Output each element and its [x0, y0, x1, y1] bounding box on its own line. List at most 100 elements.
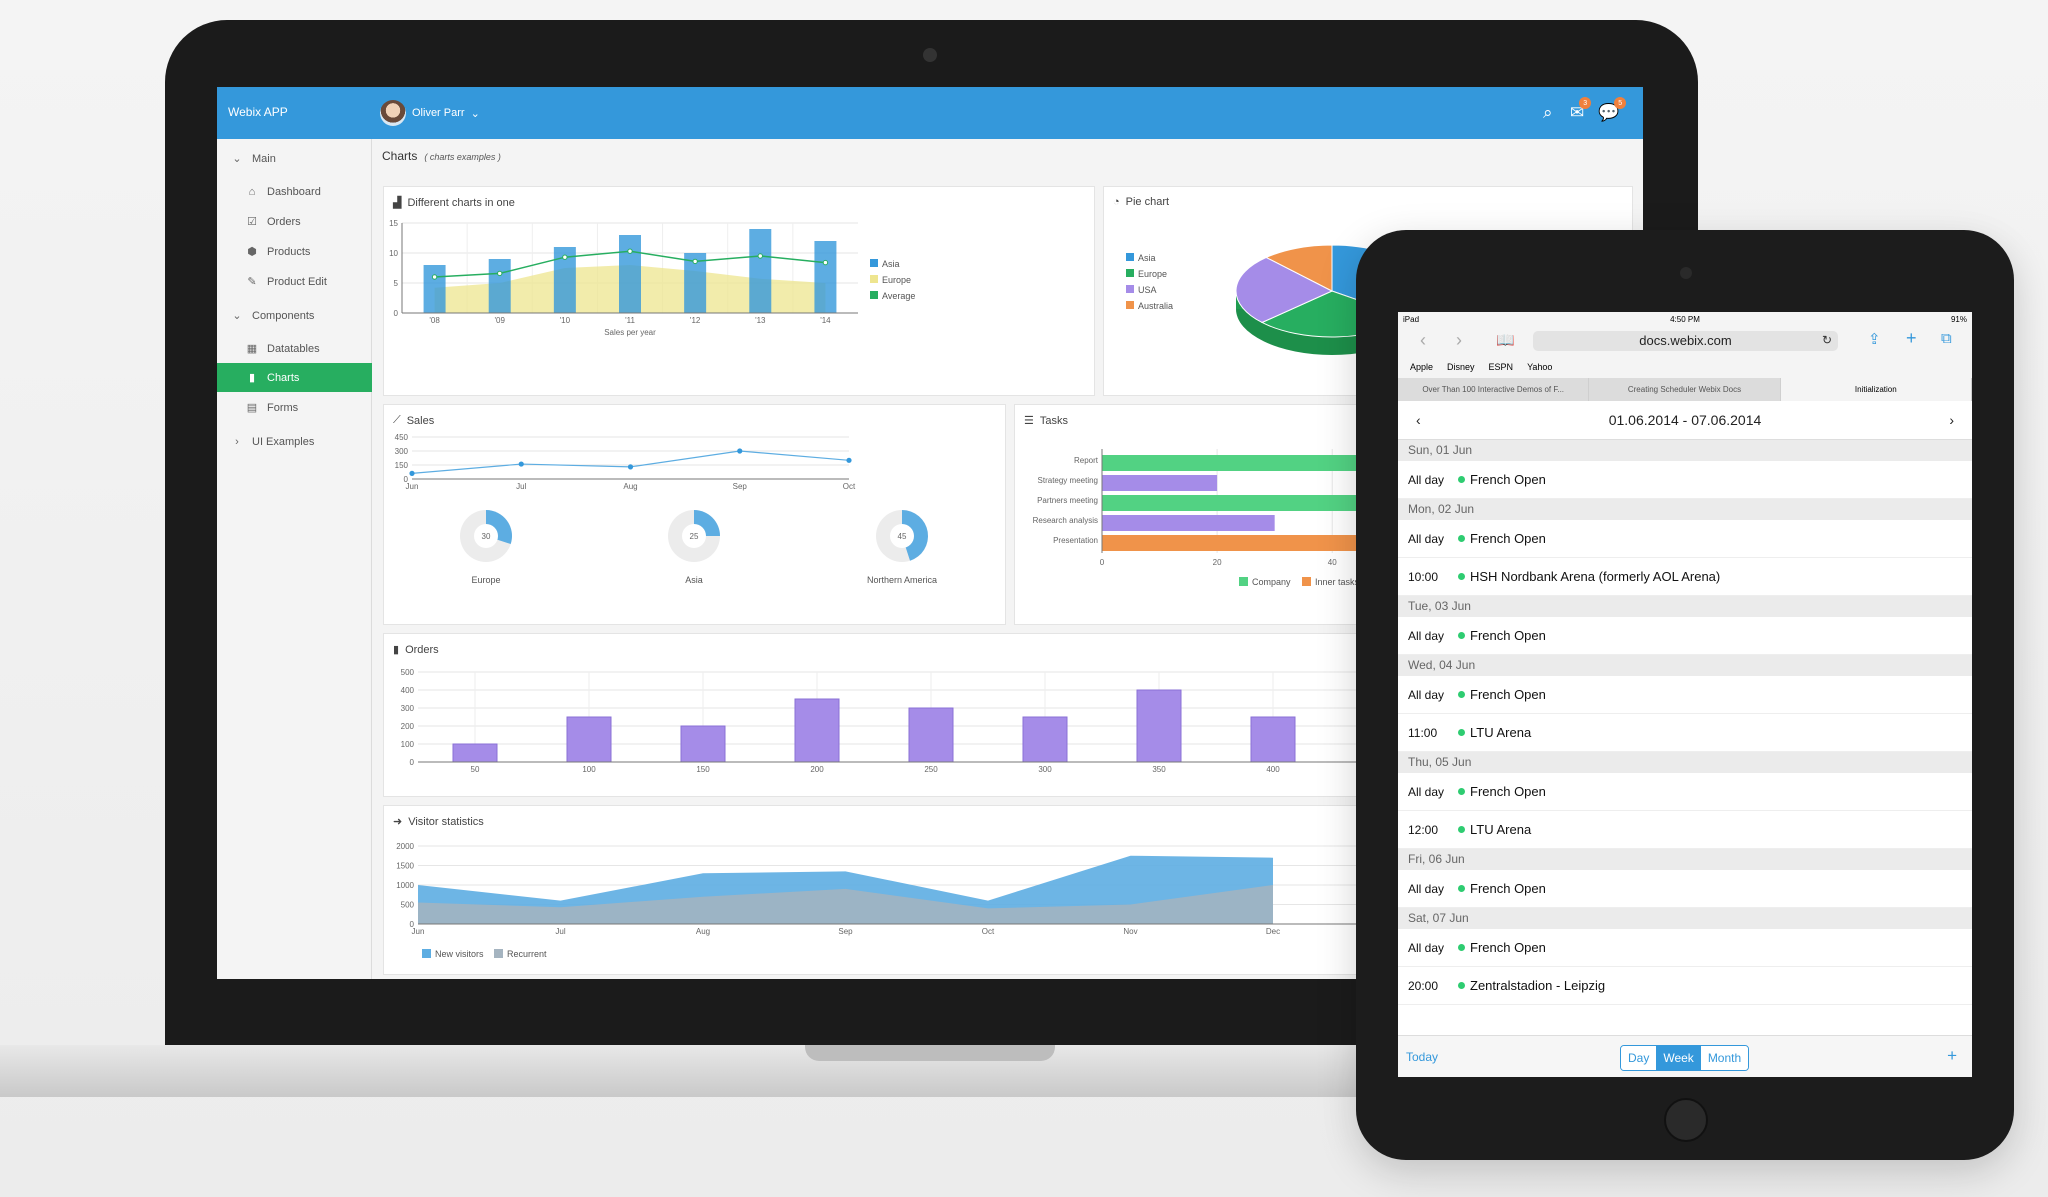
favorite-link[interactable]: Yahoo	[1527, 362, 1553, 372]
legend-swatch	[1126, 269, 1134, 277]
sidebar: ⌄ Main ⌂ Dashboard ☑ Orders ⬢ Products ✎ Prod…	[217, 139, 372, 979]
order-bar	[1136, 689, 1182, 763]
sidebar-item-dashboard[interactable]: ⌂ Dashboard	[217, 177, 372, 206]
sidebar-item-datatables[interactable]: ▦ Datatables	[246, 342, 320, 356]
chat-badge: 5	[1614, 97, 1627, 109]
event-row[interactable]: 20:00 Zentralstadion - Leipzig	[1398, 967, 1972, 1005]
event-title: LTU Arena	[1470, 822, 1532, 837]
device-label: iPad	[1403, 314, 1420, 324]
x-tick-label: 200	[810, 765, 824, 774]
x-tick-label: Dec	[1266, 927, 1280, 936]
y-tick-label: 1500	[396, 862, 414, 871]
legend-label: Recurrent	[507, 949, 547, 959]
event-row[interactable]: All day French Open	[1398, 676, 1972, 714]
sidebar-item-products[interactable]: ⬢ Products	[217, 237, 372, 266]
panel-title: Tasks	[1039, 414, 1068, 427]
event-row[interactable]: All day French Open	[1398, 870, 1972, 908]
search-icon[interactable]: ⌕	[1543, 103, 1553, 122]
add-event-button[interactable]: +	[1947, 1046, 1957, 1065]
y-tick-label: 500	[401, 901, 415, 910]
sidebar-item-orders[interactable]: ☑ Orders	[217, 207, 372, 236]
sidebar-group-ui-examples[interactable]: › UI Examples	[217, 427, 372, 456]
orders-chart: 0 100 200 300 400 500 50 100 150 200 250 300 350 400	[401, 668, 1632, 774]
month-view-button[interactable]: Month	[1700, 1046, 1749, 1070]
event-dot-icon	[1458, 535, 1465, 542]
favorite-link[interactable]: ESPN	[1488, 362, 1514, 372]
donut-label: Northern America	[867, 575, 937, 585]
bookmarks-icon[interactable]: 📖	[1496, 332, 1515, 349]
event-row[interactable]: All day French Open	[1398, 617, 1972, 655]
week-view-button[interactable]: Week	[1656, 1046, 1701, 1070]
browser-tab-active[interactable]: Initialization	[1780, 378, 1972, 401]
page-subtitle: ( charts examples )	[424, 152, 501, 162]
previous-week-icon[interactable]: ‹	[1416, 412, 1421, 428]
next-week-icon[interactable]: ›	[1949, 412, 1954, 428]
sidebar-item-charts[interactable]: ▮ Charts	[217, 363, 372, 392]
back-icon[interactable]: ‹	[1420, 330, 1426, 350]
browser-tabs: Over Than 100 Interactive Demos of F... …	[1398, 378, 1972, 401]
user-name: Oliver Parr	[412, 107, 465, 119]
tabs-icon[interactable]: ⧉	[1941, 330, 1952, 347]
sidebar-item-forms[interactable]: ▤ Forms	[246, 401, 299, 415]
address-bar[interactable]: docs.webix.com	[1533, 331, 1838, 351]
event-dot-icon	[1458, 476, 1465, 483]
y-tick-label: 15	[389, 219, 398, 228]
x-tick-label: Sep	[733, 482, 748, 491]
legend-swatch	[1302, 577, 1311, 586]
panel-title: Sales	[406, 414, 435, 427]
x-tick-label: 250	[924, 765, 938, 774]
day-view-button[interactable]: Day	[1621, 1046, 1657, 1070]
chat-icon[interactable]: 💬 5	[1598, 97, 1627, 123]
chevron-down-icon: ⌄	[232, 310, 242, 322]
forward-icon[interactable]: ›	[1456, 330, 1462, 350]
new-tab-icon[interactable]: +	[1906, 328, 1917, 348]
y-tick-label: 150	[395, 461, 409, 470]
event-row[interactable]: All day French Open	[1398, 461, 1972, 499]
sidebar-group-main[interactable]: ⌄ Main	[217, 144, 372, 173]
order-bar	[566, 716, 612, 763]
view-switcher: Day Week Month	[1620, 1045, 1750, 1071]
today-button[interactable]: Today	[1406, 1050, 1439, 1064]
sidebar-group-components[interactable]: ⌄ Components	[217, 301, 372, 330]
sign-in-icon: ➜	[393, 816, 403, 828]
event-row[interactable]: 12:00 LTU Arena	[1398, 811, 1972, 849]
favorite-link[interactable]: Apple	[1410, 362, 1434, 372]
day-header: Mon, 02 Jun	[1398, 499, 1972, 520]
x-tick-label: Jun	[406, 482, 419, 491]
sales-point	[409, 470, 415, 476]
y-tick-label: 5	[394, 279, 399, 288]
event-dot-icon	[1458, 944, 1465, 951]
browser-tab[interactable]: Over Than 100 Interactive Demos of F...	[1398, 378, 1590, 401]
legend-swatch	[1126, 301, 1134, 309]
event-dot-icon	[1458, 788, 1465, 795]
favorite-link[interactable]: Disney	[1447, 362, 1475, 372]
mail-icon[interactable]: ✉ 3	[1570, 97, 1592, 123]
browser-tab[interactable]: Creating Scheduler Webix Docs	[1589, 378, 1781, 401]
x-tick-label: '13	[755, 316, 766, 325]
event-row[interactable]: All day French Open	[1398, 929, 1972, 967]
sidebar-item-product-edit[interactable]: ✎ Product Edit	[217, 267, 372, 296]
home-button[interactable]	[1664, 1098, 1708, 1142]
event-row[interactable]: 10:00 HSH Nordbank Arena (formerly AOL Ar…	[1398, 558, 1972, 596]
event-row[interactable]: 11:00 LTU Arena	[1398, 714, 1972, 752]
event-title: French Open	[1470, 628, 1546, 643]
x-tick-label: '08	[429, 316, 440, 325]
legend-label: USA	[1138, 285, 1157, 295]
bar-chart-icon: ▮	[248, 372, 256, 384]
legend-swatch	[422, 949, 431, 958]
event-row[interactable]: All day French Open	[1398, 773, 1972, 811]
tasks-icon: ☰	[1024, 415, 1034, 427]
y-tick-label: 1000	[396, 881, 414, 890]
day-header: Wed, 04 Jun	[1398, 655, 1972, 676]
reload-icon[interactable]: ↻	[1822, 333, 1833, 347]
point-average	[757, 253, 763, 259]
share-icon[interactable]: ⇪	[1868, 331, 1881, 348]
y-tick-label: Partners meeting	[1037, 496, 1098, 505]
event-row[interactable]: All day French Open	[1398, 520, 1972, 558]
event-time: 12:00	[1408, 822, 1439, 837]
user-menu[interactable]: Oliver Parr ⌄	[380, 100, 480, 126]
event-time: 10:00	[1408, 569, 1439, 584]
pie-chart-icon: ◔	[1113, 196, 1120, 208]
panel-title: Visitor statistics	[408, 815, 484, 828]
panel-title: Pie chart	[1125, 196, 1170, 208]
